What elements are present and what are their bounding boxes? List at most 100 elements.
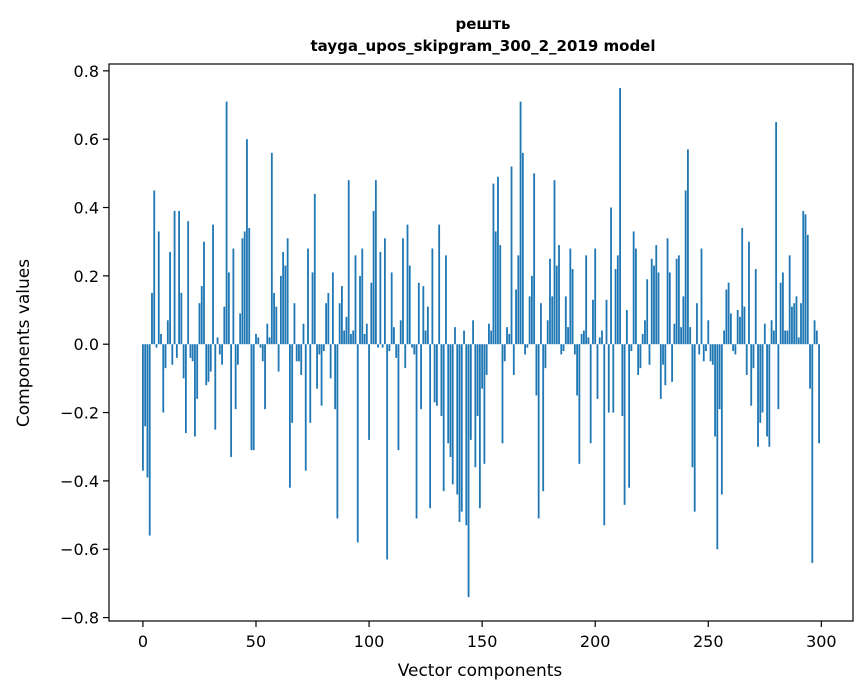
x-tick-label: 150 (467, 632, 498, 651)
bar (422, 286, 425, 345)
bar (725, 289, 728, 345)
x-tick-label: 250 (693, 632, 724, 651)
bar (166, 320, 169, 345)
bar (481, 344, 484, 389)
bar (361, 248, 364, 345)
bar (632, 231, 635, 345)
bar (295, 344, 298, 362)
bar (157, 231, 160, 345)
bar (298, 344, 300, 362)
bar (196, 344, 199, 399)
bars-group (142, 87, 820, 598)
bar (603, 344, 606, 526)
bar (818, 344, 820, 444)
bar (526, 344, 529, 348)
bar (420, 344, 422, 410)
bar (243, 231, 246, 345)
bar (352, 330, 355, 345)
bar (592, 299, 594, 345)
bar (605, 299, 608, 345)
bar (334, 344, 337, 410)
bar (707, 320, 710, 345)
bar (248, 228, 251, 345)
bar (327, 292, 330, 345)
bar (322, 344, 325, 352)
bar (671, 344, 673, 382)
bar (218, 344, 221, 355)
bar (469, 344, 472, 440)
chart-title-line-2: tayga_upos_skipgram_300_2_2019 model (311, 37, 656, 55)
bar (451, 344, 454, 485)
bar (673, 323, 676, 345)
bar (580, 333, 583, 345)
x-tick-label: 0 (138, 632, 148, 651)
bar (175, 344, 178, 358)
bar (675, 258, 678, 345)
bar (316, 344, 318, 389)
bar (223, 306, 226, 345)
bar (666, 238, 669, 345)
bar (404, 344, 407, 369)
bar (573, 344, 576, 355)
bar (232, 248, 235, 345)
y-axis-label: Components values (14, 259, 34, 427)
bar (236, 344, 239, 365)
bar (148, 344, 151, 536)
bar (490, 330, 493, 345)
bar (252, 344, 255, 451)
bar (650, 258, 653, 345)
bar (460, 344, 463, 512)
bar (540, 303, 542, 345)
bar (571, 269, 574, 345)
bar (160, 333, 162, 345)
bar (659, 344, 662, 399)
bar (293, 303, 296, 345)
bar (180, 292, 183, 345)
bar (282, 251, 285, 345)
bar (680, 327, 683, 345)
bar (612, 344, 615, 413)
bar (723, 330, 726, 345)
bar (259, 344, 262, 348)
bar (720, 344, 723, 495)
bar (784, 330, 787, 345)
y-tick-label: 0.8 (74, 62, 99, 81)
bar (142, 344, 144, 471)
bar (153, 190, 156, 345)
bar (501, 344, 504, 444)
bar (307, 248, 309, 345)
bar (212, 224, 214, 345)
bar (596, 344, 599, 399)
bar (372, 210, 375, 345)
bar (386, 344, 389, 560)
bar (429, 344, 432, 509)
bar (813, 320, 816, 345)
bar (275, 306, 278, 345)
bar (377, 344, 380, 348)
bar (273, 292, 275, 345)
bar (619, 87, 621, 345)
bar (395, 344, 398, 358)
bar (589, 344, 592, 444)
bar (438, 224, 441, 345)
bar (415, 344, 418, 519)
bar (761, 344, 764, 413)
bar (698, 344, 701, 355)
bar (225, 101, 228, 345)
bar (472, 320, 474, 345)
bar (521, 152, 524, 345)
bar (402, 238, 404, 345)
bar (399, 320, 402, 345)
bar (279, 275, 282, 345)
bar (476, 344, 479, 416)
bar (644, 320, 646, 345)
bar (261, 344, 264, 362)
bar (587, 337, 590, 345)
bar (465, 344, 468, 526)
bar (302, 323, 305, 345)
bar (677, 255, 680, 345)
bar (250, 344, 253, 451)
bar (205, 344, 208, 386)
bar (155, 344, 158, 348)
bar (815, 330, 818, 345)
